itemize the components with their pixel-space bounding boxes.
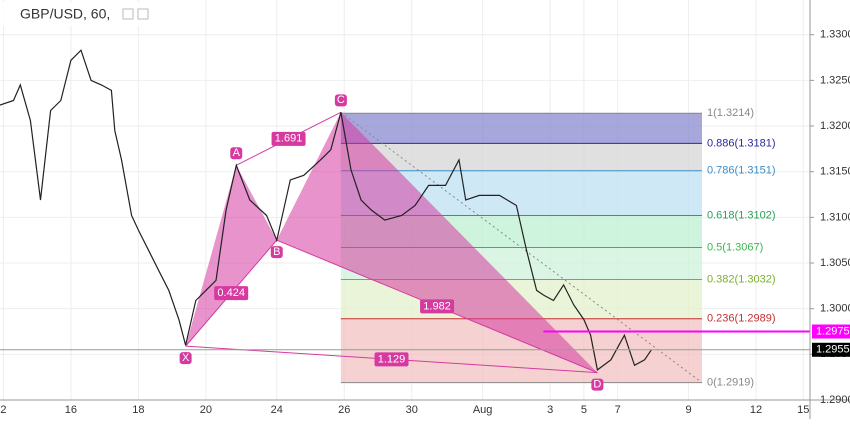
- pattern-point-label: X: [182, 352, 190, 364]
- fib-label: 0.382(1.3032): [707, 273, 776, 285]
- pattern-xab: [185, 165, 277, 347]
- ratio-box: [271, 131, 306, 146]
- x-tick-label: Aug: [473, 404, 493, 416]
- pattern-point: [591, 378, 604, 391]
- x-tick-label: 12: [750, 404, 762, 416]
- x-tick-label: 26: [338, 404, 350, 416]
- pattern-point: [179, 352, 192, 365]
- price-line: [0, 49, 652, 371]
- pattern-point: [334, 94, 347, 107]
- x-tick-label: 3: [547, 404, 553, 416]
- x-tick-label: 15: [797, 404, 809, 416]
- price-tag-label: 1.2975: [816, 325, 850, 337]
- ratio-label: 0.424: [217, 287, 245, 299]
- y-tick-label: 1.3000: [820, 303, 850, 315]
- ratio-label: 1.691: [275, 133, 303, 145]
- price-tag: [812, 342, 850, 357]
- x-tick-label: 18: [132, 404, 144, 416]
- pattern-point: [270, 246, 283, 259]
- fib-label: 1(1.3214): [707, 107, 754, 119]
- y-tick-label: 1.3050: [820, 257, 850, 269]
- pattern-point-label: B: [273, 246, 280, 258]
- y-tick-label: 1.3100: [820, 211, 850, 223]
- pattern-point-label: D: [593, 379, 601, 391]
- x-tick-label: 9: [685, 404, 691, 416]
- close-icon[interactable]: [137, 8, 149, 20]
- fib-band: [340, 143, 702, 171]
- y-tick-label: 1.3250: [820, 74, 850, 86]
- trend-line: [340, 111, 703, 384]
- x-tick-label: 24: [271, 404, 283, 416]
- ratio-label: 1.129: [378, 353, 406, 365]
- fib-label: 0.236(1.2989): [707, 313, 776, 325]
- fib-label: 0.5(1.3067): [707, 241, 763, 253]
- fib-label: 0.786(1.3151): [707, 165, 776, 177]
- settings-icon[interactable]: [122, 8, 134, 20]
- x-tick-label: 20: [200, 404, 212, 416]
- pattern-point-label: C: [337, 94, 345, 106]
- fib-label: 0(1.2919): [707, 377, 754, 389]
- y-tick-label: 1.3300: [820, 29, 850, 41]
- price-tag: [812, 324, 850, 339]
- x-tick-label: 30: [406, 404, 418, 416]
- pattern-bcd: [276, 112, 598, 373]
- header-bg: [0, 2, 155, 26]
- x-tick-label: 7: [615, 404, 621, 416]
- x-tick-label: 2: [0, 404, 6, 416]
- y-tick-label: 1.2900: [820, 394, 850, 406]
- ratio-box: [420, 299, 455, 314]
- y-tick-label: 1.3150: [820, 166, 850, 178]
- fib-label: 0.618(1.3102): [707, 209, 776, 221]
- ratio-box: [214, 286, 249, 301]
- ratio-label: 1.982: [423, 300, 451, 312]
- fib-band: [340, 113, 702, 144]
- price-tag-label: 1.2955: [816, 344, 850, 356]
- pattern-point: [230, 147, 243, 160]
- x-tick-label: 16: [65, 404, 77, 416]
- x-tick-label: 5: [581, 404, 587, 416]
- fib-label: 0.886(1.3181): [707, 137, 776, 149]
- chart-title: GBP/USD, 60,: [20, 6, 110, 22]
- pattern-point-label: A: [233, 147, 241, 159]
- y-tick-label: 1.3200: [820, 120, 850, 132]
- ratio-box: [374, 352, 409, 367]
